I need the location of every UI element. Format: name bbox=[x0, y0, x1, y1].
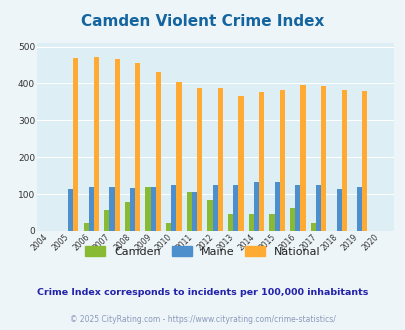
Bar bbox=[310, 223, 315, 231]
Bar bbox=[294, 185, 300, 231]
Bar bbox=[176, 82, 181, 231]
Bar bbox=[83, 223, 88, 231]
Bar bbox=[238, 96, 243, 231]
Bar bbox=[196, 88, 202, 231]
Text: © 2025 CityRating.com - https://www.cityrating.com/crime-statistics/: © 2025 CityRating.com - https://www.city… bbox=[70, 315, 335, 324]
Bar bbox=[135, 63, 140, 231]
Bar bbox=[104, 210, 109, 231]
Bar bbox=[341, 90, 346, 231]
Bar bbox=[150, 187, 156, 231]
Text: Crime Index corresponds to incidents per 100,000 inhabitants: Crime Index corresponds to incidents per… bbox=[37, 287, 368, 297]
Bar bbox=[192, 192, 196, 231]
Bar bbox=[274, 182, 279, 231]
Text: Camden Violent Crime Index: Camden Violent Crime Index bbox=[81, 14, 324, 29]
Bar bbox=[361, 91, 367, 231]
Bar bbox=[68, 189, 73, 231]
Bar bbox=[88, 187, 94, 231]
Bar bbox=[212, 185, 217, 231]
Bar bbox=[320, 86, 325, 231]
Bar bbox=[166, 223, 171, 231]
Bar bbox=[258, 92, 264, 231]
Bar bbox=[269, 214, 274, 231]
Legend: Camden, Maine, National: Camden, Maine, National bbox=[81, 243, 324, 260]
Bar bbox=[171, 185, 176, 231]
Bar bbox=[248, 214, 253, 231]
Bar bbox=[73, 58, 78, 231]
Bar bbox=[186, 192, 192, 231]
Bar bbox=[114, 59, 119, 231]
Bar bbox=[109, 187, 114, 231]
Bar bbox=[356, 187, 361, 231]
Bar bbox=[207, 200, 212, 231]
Bar bbox=[217, 88, 222, 231]
Bar bbox=[124, 202, 130, 231]
Bar bbox=[94, 56, 99, 231]
Bar bbox=[145, 187, 150, 231]
Bar bbox=[336, 189, 341, 231]
Bar bbox=[289, 208, 294, 231]
Bar bbox=[279, 90, 284, 231]
Bar bbox=[156, 72, 160, 231]
Bar bbox=[300, 84, 305, 231]
Bar bbox=[315, 185, 320, 231]
Bar bbox=[253, 182, 258, 231]
Bar bbox=[228, 214, 233, 231]
Bar bbox=[233, 185, 238, 231]
Bar bbox=[130, 188, 135, 231]
